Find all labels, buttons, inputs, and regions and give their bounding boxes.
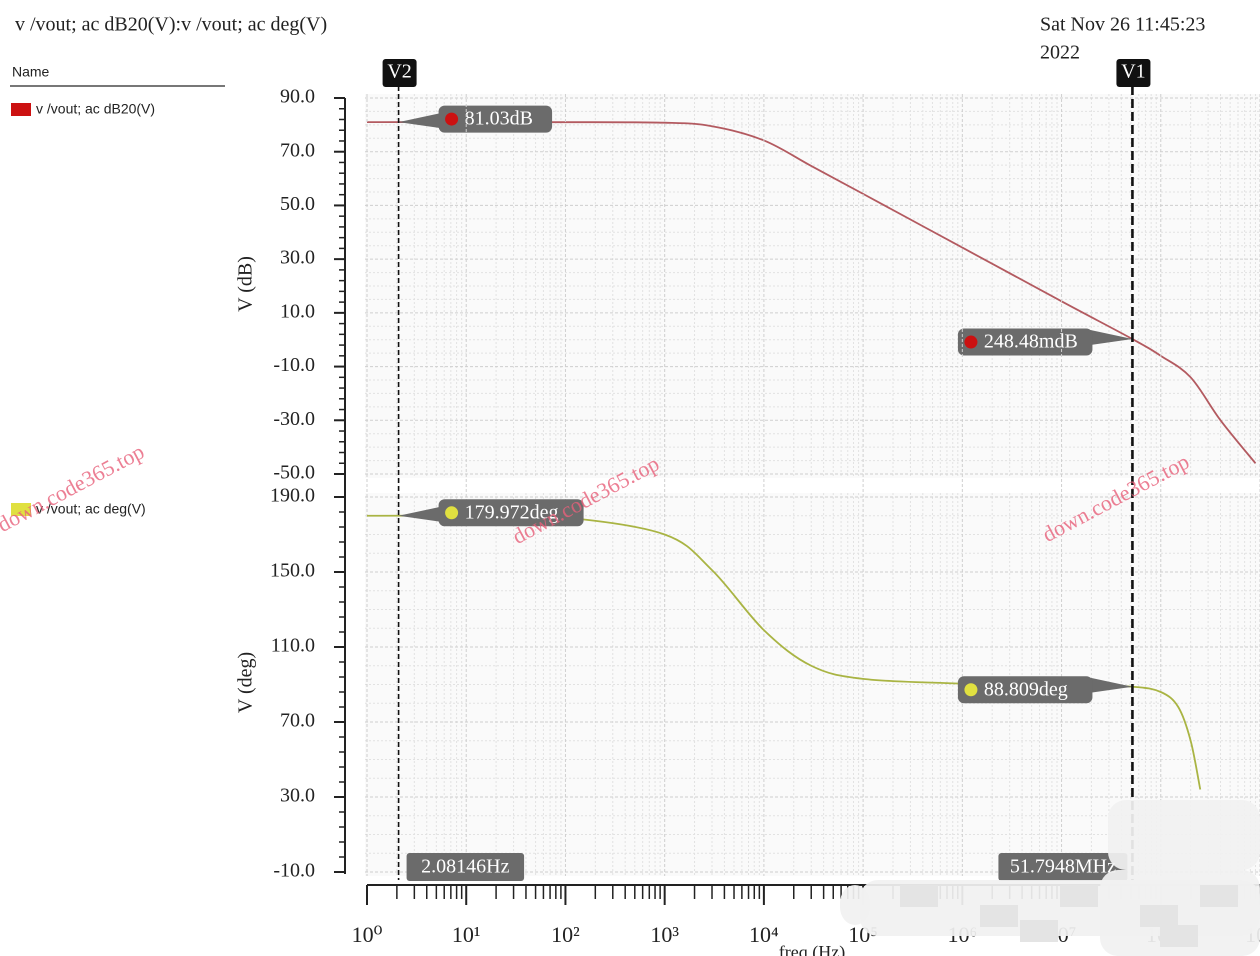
y-tick-label: 10.0	[280, 300, 315, 322]
y-tick-label: 110.0	[271, 635, 315, 657]
marker-label: 88.809deg	[984, 678, 1068, 700]
obscured-block	[900, 885, 938, 907]
y-tick-label: 70.0	[280, 139, 315, 161]
obscured-block	[980, 905, 1018, 927]
obscured-block	[1140, 905, 1178, 927]
x-tick-label: 10⁰	[352, 922, 383, 947]
label-box	[438, 499, 584, 527]
y-tick-label: -50.0	[273, 462, 315, 484]
y-axis-label: V (deg)	[235, 652, 257, 713]
y-tick-label: 190.0	[270, 485, 315, 507]
obscured-area	[1108, 800, 1260, 870]
cursor-value-box	[406, 853, 525, 881]
label-box	[438, 105, 553, 133]
cursor-tag	[382, 59, 417, 87]
label-box	[957, 328, 1093, 356]
legend-label: v /vout; ac deg(V)	[36, 501, 146, 517]
cursor-name: V1	[1121, 61, 1145, 83]
x-axis-label: freq (Hz)	[779, 942, 845, 956]
y-tick-label: -10.0	[273, 354, 315, 376]
cursor-value: 51.7948MHz	[1010, 856, 1116, 878]
y-tick-label: -10.0	[273, 860, 315, 882]
y-tick-label: 50.0	[280, 193, 315, 215]
obscured-area	[840, 885, 870, 925]
y-axis-label: V (dB)	[235, 256, 257, 312]
marker-dot	[964, 335, 978, 349]
obscured-block	[1060, 885, 1098, 907]
y-tick-label: 30.0	[280, 247, 315, 269]
x-tick-label: 10³	[650, 922, 679, 947]
legend-label: v /vout; ac dB20(V)	[36, 101, 155, 117]
obscured-block	[1200, 885, 1238, 907]
obscured-block	[1020, 920, 1058, 942]
x-tick-label: 10¹	[452, 922, 481, 947]
x-tick-label: 10⁴	[749, 922, 779, 947]
marker-dot	[445, 506, 459, 520]
label-pointer	[398, 113, 441, 129]
cursor-tag	[1116, 59, 1151, 87]
marker-dot	[445, 112, 459, 126]
legend-swatch	[11, 503, 31, 516]
y-tick-label: 30.0	[280, 785, 315, 807]
y-tick-label: 70.0	[280, 710, 315, 732]
label-pointer	[1090, 330, 1133, 346]
date: Sat Nov 26 11:45:23	[1040, 14, 1205, 36]
watermark: down.code365.top	[0, 438, 148, 536]
year: 2022	[1040, 42, 1080, 64]
y-tick-label: 150.0	[270, 560, 315, 582]
cursor-name: V2	[387, 61, 411, 83]
obscured-block	[1160, 925, 1198, 947]
marker-label: 179.972deg	[465, 501, 559, 523]
label-pointer	[398, 506, 441, 522]
label-box	[957, 676, 1093, 704]
marker-label: 248.48mdB	[984, 331, 1078, 353]
label-pointer	[1090, 677, 1133, 693]
marker-dot	[964, 683, 978, 697]
y-tick-label: -30.0	[273, 408, 315, 430]
window-title: v /vout; ac dB20(V):v /vout; ac deg(V)	[15, 14, 327, 36]
legend-heading: Name	[12, 64, 50, 80]
legend-swatch	[11, 103, 31, 116]
marker-label: 81.03dB	[465, 108, 533, 130]
trace	[366, 121, 1257, 464]
cursor-value: 2.08146Hz	[421, 856, 509, 878]
y-tick-label: 90.0	[280, 86, 315, 108]
cursor-value-box	[998, 853, 1128, 881]
x-tick-label: 10²	[551, 922, 580, 947]
